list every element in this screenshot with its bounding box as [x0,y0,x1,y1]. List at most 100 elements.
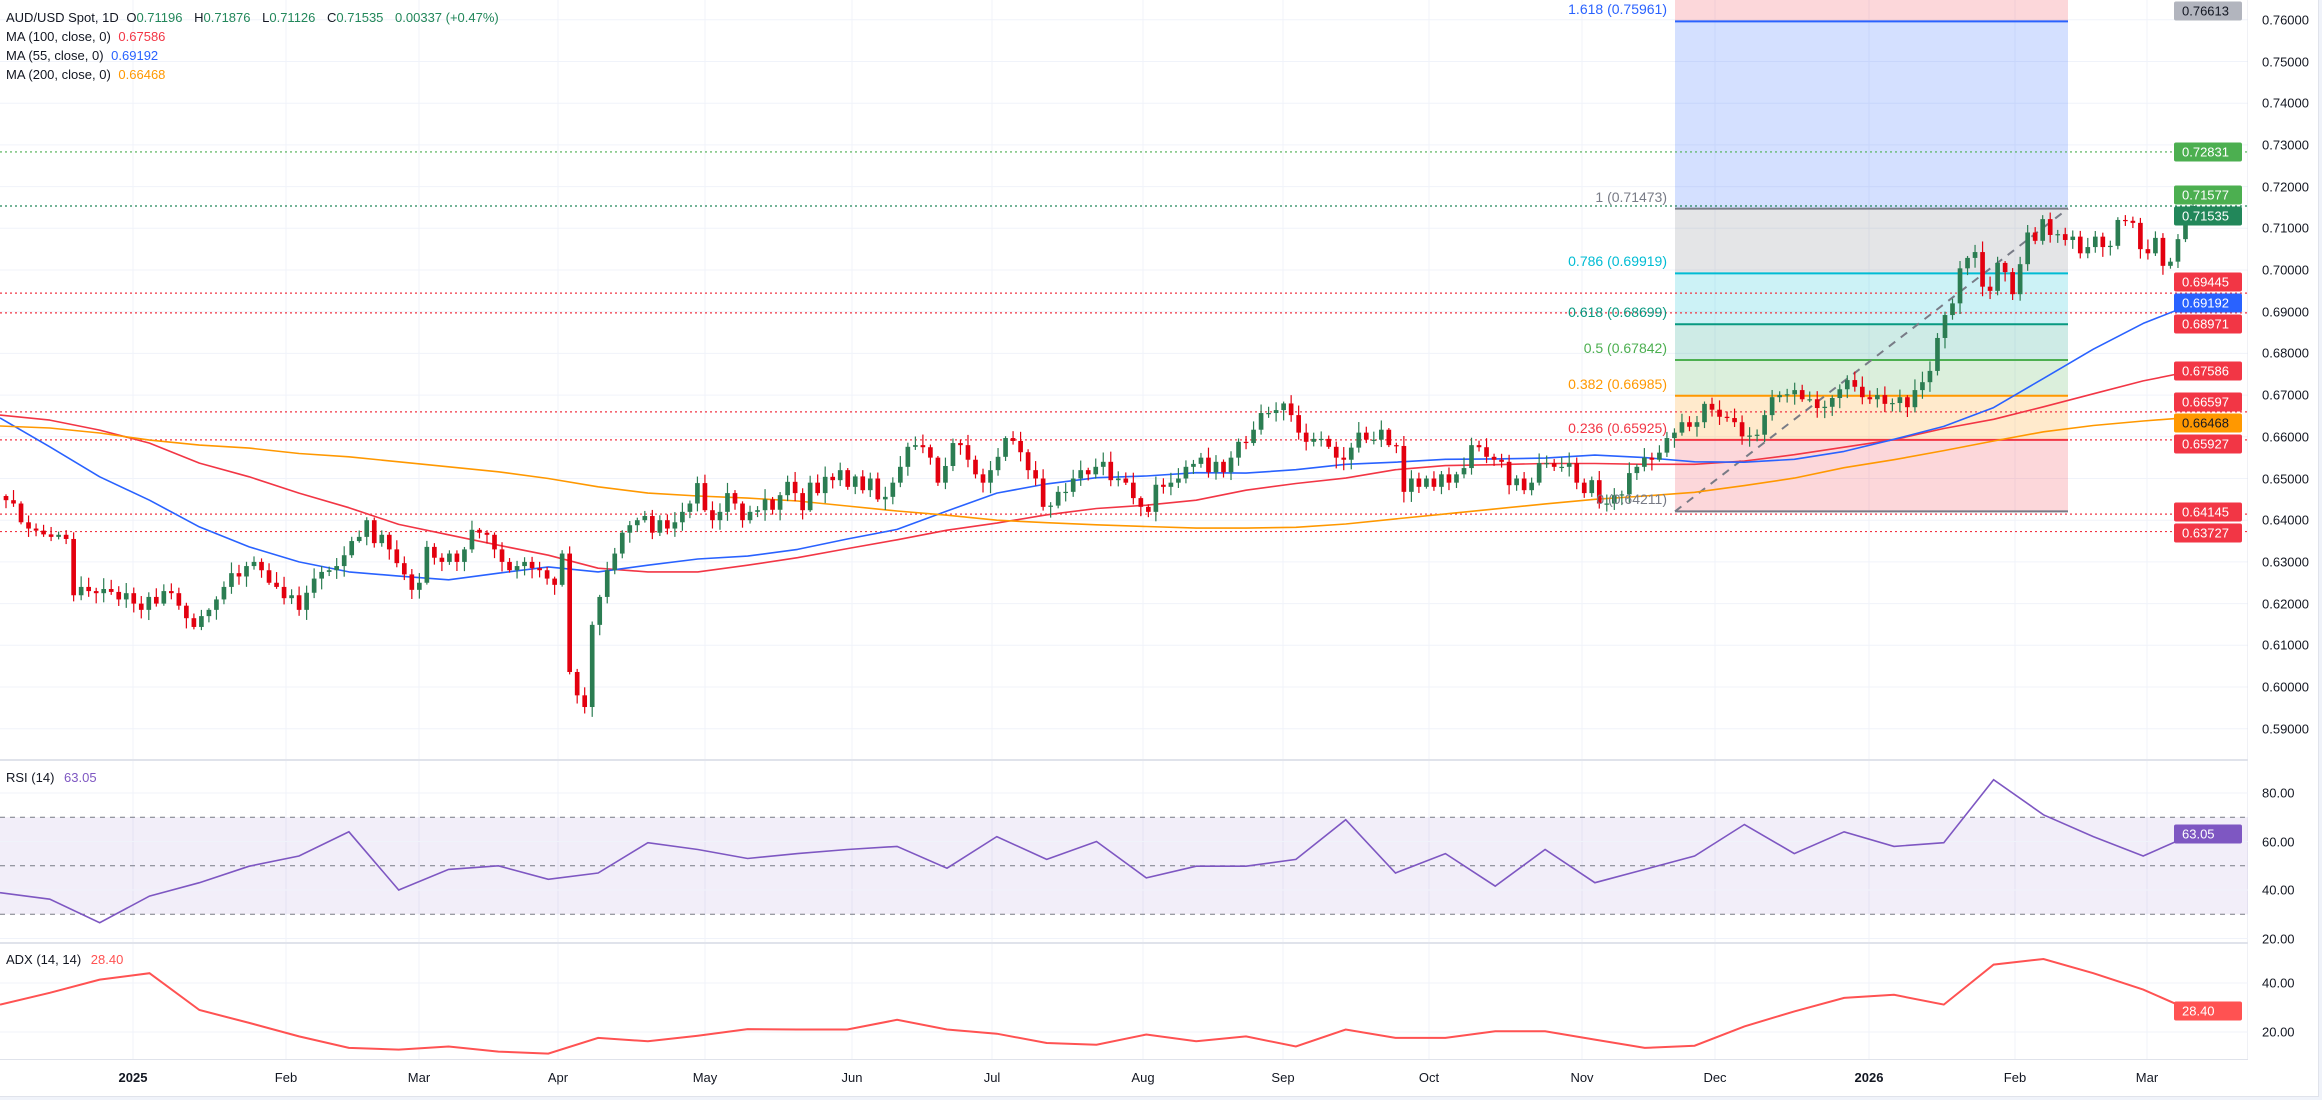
candle [401,556,407,581]
candle [1048,502,1053,518]
candle [214,596,219,620]
rsi-legend[interactable]: RSI (14) 63.05 [6,770,97,785]
candle [747,505,753,524]
candle-body [1093,466,1099,475]
candle [1281,401,1286,421]
candle [1799,384,1805,402]
ma200-legend[interactable]: MA (200, close, 0) 0.66468 [6,65,169,84]
candle-body [845,470,851,487]
candle-body [1694,422,1700,427]
candle-body [131,593,137,604]
candle [1303,423,1309,451]
candle-body [1514,478,1519,486]
candle [777,491,783,521]
price-tick-label: 0.65000 [2262,471,2309,486]
candle [447,550,452,565]
price-badge: 0.66597 [2174,392,2242,412]
candle [1040,469,1046,511]
candle-body [1762,415,1767,435]
chart-canvas[interactable] [0,0,2248,1060]
candle-body [2183,222,2188,240]
time-axis-label: Aug [1131,1070,1155,1085]
candle-body [108,589,114,592]
candle [1642,448,1647,472]
candle [1213,455,1219,480]
candle [1957,261,1963,314]
ma55-legend[interactable]: MA (55, close, 0) 0.69192 [6,46,162,65]
candle [1679,413,1685,436]
symbol-title[interactable]: AUD/USD Spot, 1D [6,10,119,25]
candle-body [522,561,527,567]
candle [589,621,595,717]
candle [1890,398,1895,412]
candle-body [1296,415,1301,433]
adx-legend[interactable]: ADX (14, 14) 28.40 [6,952,123,967]
candle-body [988,470,993,483]
candle-body [1589,480,1595,494]
candle-body [995,456,1001,471]
time-axis-label: Sep [1271,1070,1295,1085]
candle [244,561,249,587]
candle [1596,471,1602,509]
change-value: 0.00337 (+0.47%) [395,10,499,25]
candle-body [33,528,39,531]
candle [101,578,107,603]
candle [116,586,122,606]
candle [604,561,610,604]
candle [950,438,956,472]
candle [1920,371,1925,399]
candle [184,602,189,629]
fib-level-label: 0.786 (0.69919) [1568,253,1667,270]
candle-body [417,582,422,590]
candle-body [1070,478,1076,492]
candle [3,494,9,509]
symbol-legend: AUD/USD Spot, 1D O0.71196 H0.71876 L0.71… [6,8,503,27]
candle-body [574,671,580,696]
candle [1348,442,1354,470]
candle [1191,459,1196,475]
candle [1401,435,1407,503]
candle-body [943,465,948,483]
candle-body [1927,370,1933,383]
candle-body [236,573,242,577]
candle-body [78,586,84,596]
ma100-legend[interactable]: MA (100, close, 0) 0.67586 [6,27,169,46]
moving-average-line [0,370,2194,573]
candle-body [905,446,911,467]
candle-body [1950,303,1955,316]
candle-body [1702,403,1707,423]
candle-body [221,586,227,600]
rsi-tick-label: 20.00 [2262,931,2295,946]
candle [1243,435,1249,450]
time-axis-label: Mar [2135,1070,2159,1085]
candle-body [807,482,813,511]
candle-body [311,578,317,593]
candle [830,473,836,489]
candle [1619,490,1625,506]
candle-body [1439,474,1444,487]
candle-body [552,578,557,585]
candle-body [920,445,926,448]
candle-body [2138,222,2143,250]
candle-body [1574,463,1580,483]
candle [958,439,963,455]
candle-body [650,516,655,533]
candle-body [1837,389,1843,399]
candle-body [980,474,986,483]
candle-body [1401,445,1407,492]
candle-body [1446,474,1452,483]
candle-body [2025,232,2030,265]
candle [138,596,144,619]
candle [1138,496,1144,517]
candle [1897,389,1903,413]
candle [1251,421,1256,446]
candle [199,609,204,631]
candle-body [1348,447,1354,460]
candle-body [1995,262,2000,291]
candle-body [1476,445,1482,448]
price-tick-label: 0.72000 [2262,179,2309,195]
candle-body [326,570,332,572]
time-axis-label: Feb [274,1070,298,1085]
candle [928,444,933,465]
candle [1168,472,1174,496]
